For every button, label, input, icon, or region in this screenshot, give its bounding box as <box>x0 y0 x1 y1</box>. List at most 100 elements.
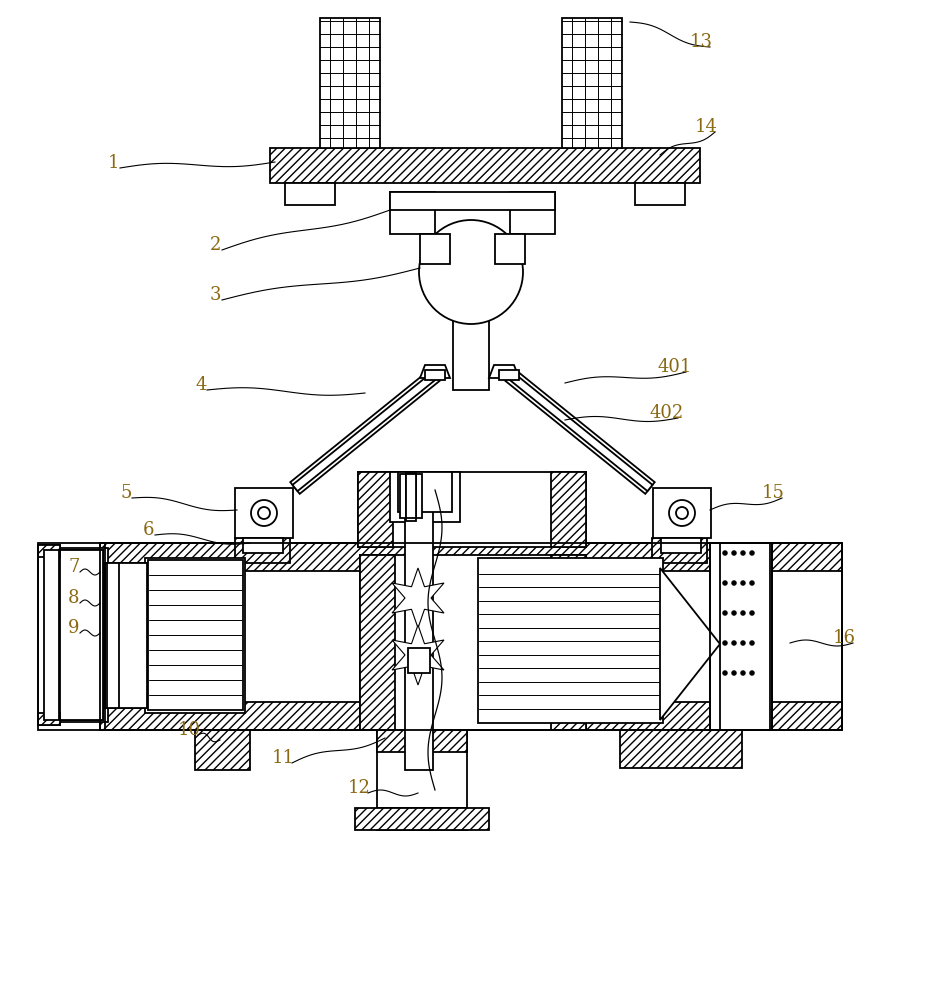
Bar <box>53 550 103 720</box>
Bar <box>270 148 700 183</box>
Polygon shape <box>505 369 655 494</box>
Bar <box>285 183 335 205</box>
Bar <box>100 543 842 730</box>
Circle shape <box>750 610 755 615</box>
Circle shape <box>750 580 755 585</box>
Bar <box>453 320 489 390</box>
Bar <box>358 472 586 547</box>
Text: 4: 4 <box>195 376 206 394</box>
Bar <box>105 563 147 708</box>
Bar <box>100 702 842 730</box>
Text: 6: 6 <box>143 521 154 539</box>
Bar <box>243 538 283 553</box>
Bar <box>320 18 380 148</box>
Bar <box>360 555 586 730</box>
Text: 401: 401 <box>658 358 692 376</box>
Bar <box>390 192 435 234</box>
Circle shape <box>723 550 727 556</box>
Circle shape <box>750 550 755 556</box>
Text: 16: 16 <box>833 629 856 647</box>
Bar <box>195 730 250 770</box>
Bar <box>107 563 119 708</box>
Bar <box>652 538 707 563</box>
Circle shape <box>732 610 737 615</box>
Circle shape <box>740 550 745 556</box>
Bar <box>390 192 555 210</box>
Circle shape <box>740 670 745 676</box>
Bar <box>360 555 395 730</box>
Bar <box>420 234 450 264</box>
Bar <box>38 545 60 557</box>
Circle shape <box>750 670 755 676</box>
Bar <box>145 558 245 713</box>
Bar <box>398 472 452 512</box>
Circle shape <box>676 507 688 519</box>
Bar <box>710 543 772 730</box>
Polygon shape <box>290 369 440 494</box>
Bar <box>510 192 555 234</box>
Bar <box>710 543 772 730</box>
Bar <box>53 548 108 722</box>
Circle shape <box>750 641 755 646</box>
Polygon shape <box>508 372 653 491</box>
Circle shape <box>740 580 745 585</box>
Text: 3: 3 <box>210 286 221 304</box>
Bar <box>377 808 467 830</box>
Text: 10: 10 <box>178 721 201 739</box>
Bar <box>148 560 243 710</box>
Circle shape <box>732 670 737 676</box>
Polygon shape <box>392 568 444 628</box>
Bar <box>551 472 586 547</box>
Bar <box>562 18 622 148</box>
Text: 14: 14 <box>695 118 718 136</box>
Bar <box>653 488 711 538</box>
Text: 8: 8 <box>68 589 79 607</box>
Polygon shape <box>489 365 519 378</box>
Polygon shape <box>499 370 519 380</box>
Bar <box>38 545 60 725</box>
Polygon shape <box>660 568 720 720</box>
Circle shape <box>723 610 727 615</box>
Bar <box>38 713 60 725</box>
Bar <box>478 558 663 723</box>
Bar <box>105 563 147 708</box>
Bar <box>38 543 105 730</box>
Text: 9: 9 <box>68 619 79 637</box>
Bar <box>400 474 422 518</box>
Bar <box>635 183 685 205</box>
Text: 11: 11 <box>272 749 295 767</box>
Circle shape <box>258 507 270 519</box>
Bar <box>551 555 586 730</box>
Circle shape <box>732 580 737 585</box>
Polygon shape <box>420 365 450 378</box>
Circle shape <box>723 641 727 646</box>
Text: 12: 12 <box>348 779 371 797</box>
Bar <box>377 730 467 830</box>
Bar <box>408 648 430 673</box>
Bar <box>44 550 59 720</box>
Circle shape <box>732 641 737 646</box>
Circle shape <box>732 550 737 556</box>
Bar <box>355 808 489 830</box>
Bar <box>53 550 103 720</box>
Circle shape <box>723 580 727 585</box>
Bar <box>235 538 290 563</box>
Bar <box>100 543 842 571</box>
Circle shape <box>251 500 277 526</box>
Bar <box>495 234 525 264</box>
Bar <box>405 480 433 770</box>
Bar <box>406 473 416 521</box>
Bar <box>620 730 742 768</box>
Circle shape <box>419 220 523 324</box>
Bar <box>661 538 701 553</box>
Text: 402: 402 <box>650 404 684 422</box>
Text: 5: 5 <box>120 484 131 502</box>
Bar <box>720 543 770 730</box>
Polygon shape <box>392 625 444 685</box>
Polygon shape <box>292 372 437 491</box>
Bar <box>377 730 467 752</box>
Text: 7: 7 <box>68 558 79 576</box>
Bar <box>390 472 460 522</box>
Text: 15: 15 <box>762 484 785 502</box>
Bar <box>358 472 393 547</box>
